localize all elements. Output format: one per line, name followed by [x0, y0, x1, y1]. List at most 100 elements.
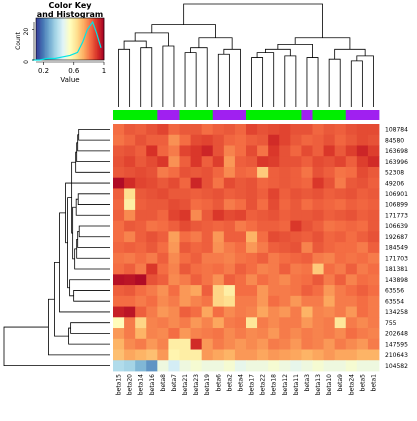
heatmap-cell — [135, 145, 147, 157]
row-label: 192687 — [385, 234, 408, 241]
column-label: beta17 — [249, 374, 256, 395]
heatmap-cell — [290, 242, 302, 254]
heatmap-cell — [345, 156, 358, 168]
heatmap-cell — [179, 199, 191, 211]
heatmap-cell — [334, 285, 347, 297]
row-dendrogram-branch — [3, 326, 110, 367]
heatmap-cell — [301, 306, 313, 318]
heatmap-cell — [268, 338, 280, 350]
heatmap-cell — [279, 328, 291, 340]
column-dendrogram-branch — [294, 37, 351, 50]
heatmap-cell — [234, 156, 247, 168]
color-key-strip — [102, 18, 105, 60]
heatmap-cell — [179, 317, 191, 329]
row-dendrogram-branch — [54, 262, 69, 337]
heatmap-cell — [179, 220, 191, 232]
heatmap-cell — [201, 134, 214, 146]
row-label: 52308 — [385, 170, 404, 177]
column-group-swatch — [124, 110, 136, 120]
heatmap-cell — [124, 209, 136, 222]
heatmap-cell — [367, 188, 380, 200]
heatmap-cell — [223, 166, 236, 179]
heatmap-cell — [290, 252, 302, 265]
heatmap-cell — [356, 295, 369, 307]
heatmap-cell — [257, 134, 269, 146]
heatmap-cell — [146, 349, 158, 361]
row-label: 106899 — [385, 202, 408, 209]
heatmap-cell — [257, 252, 269, 265]
heatmap-cell — [190, 252, 203, 265]
heatmap-cell — [334, 145, 347, 157]
color-key-strip — [94, 18, 97, 60]
heatmap-cell — [190, 328, 203, 340]
heatmap-cell — [356, 166, 369, 179]
heatmap-cell — [179, 166, 191, 179]
heatmap-cell — [157, 328, 169, 340]
color-key-strip — [57, 18, 59, 60]
color-key-strip — [55, 18, 57, 60]
heatmap-cell — [257, 242, 269, 254]
heatmap-cell — [157, 166, 169, 179]
heatmap-cell — [334, 209, 347, 222]
heatmap-cell — [223, 134, 236, 146]
heatmap-cell — [312, 242, 324, 254]
heatmap-cell — [234, 242, 247, 254]
heatmap-cell — [279, 166, 291, 179]
heatmap-cell — [234, 306, 247, 318]
color-key-strip — [79, 18, 81, 60]
heatmap-cell — [113, 252, 125, 265]
heatmap-cell — [279, 349, 291, 361]
heatmap-cell — [234, 360, 247, 372]
column-group-swatch — [212, 110, 225, 120]
heatmap-cell — [268, 274, 280, 286]
heatmap-cell — [246, 306, 258, 318]
heatmap-cell — [223, 242, 236, 254]
heatmap-cell — [157, 317, 169, 329]
column-label: beta19 — [204, 374, 211, 395]
heatmap-cell — [334, 360, 347, 372]
heatmap-cell — [223, 156, 236, 168]
heatmap-cell — [168, 242, 180, 254]
heatmap-cell — [345, 317, 358, 329]
column-group-swatch — [356, 110, 369, 120]
heatmap-cell — [168, 188, 180, 200]
heatmap-cell — [246, 124, 258, 136]
column-dendrogram-branch — [328, 58, 341, 107]
row-dendrogram-branch — [68, 327, 110, 345]
heatmap-cell — [212, 209, 225, 222]
heatmap-cell — [257, 177, 269, 189]
heatmap-cell — [201, 156, 214, 168]
heatmap-cell — [323, 349, 336, 361]
heatmap-cell — [179, 328, 191, 340]
row-label: 108784 — [385, 127, 408, 134]
color-key-strip — [84, 18, 87, 60]
heatmap-cell — [301, 231, 313, 243]
color-key-strip — [50, 18, 53, 60]
heatmap-cell — [190, 306, 203, 318]
row-label: 143898 — [385, 277, 408, 284]
heatmap-cell — [290, 177, 302, 189]
column-label: beta13 — [315, 374, 322, 395]
heatmap-cell — [312, 263, 324, 275]
heatmap-cell — [268, 156, 280, 168]
color-key-strip — [91, 18, 93, 60]
column-label: beta8 — [160, 374, 167, 392]
heatmap-cell — [367, 295, 380, 307]
column-label: beta2 — [226, 374, 233, 392]
color-key-strip — [41, 18, 44, 60]
heatmap-cell — [367, 209, 380, 222]
heatmap-cell — [312, 306, 324, 318]
column-label: beta18 — [271, 374, 278, 395]
color-key-strip — [45, 18, 47, 60]
heatmap-cell — [179, 124, 191, 136]
heatmap-cell — [301, 274, 313, 286]
heatmap-cell — [312, 252, 324, 265]
heatmap-cell — [179, 209, 191, 222]
heatmap-cell — [212, 306, 225, 318]
heatmap-cell — [301, 263, 313, 275]
heatmap-cell — [234, 199, 247, 211]
heatmap-cell — [234, 220, 247, 232]
heatmap-cell — [279, 124, 291, 136]
heatmap-cell — [135, 209, 147, 222]
